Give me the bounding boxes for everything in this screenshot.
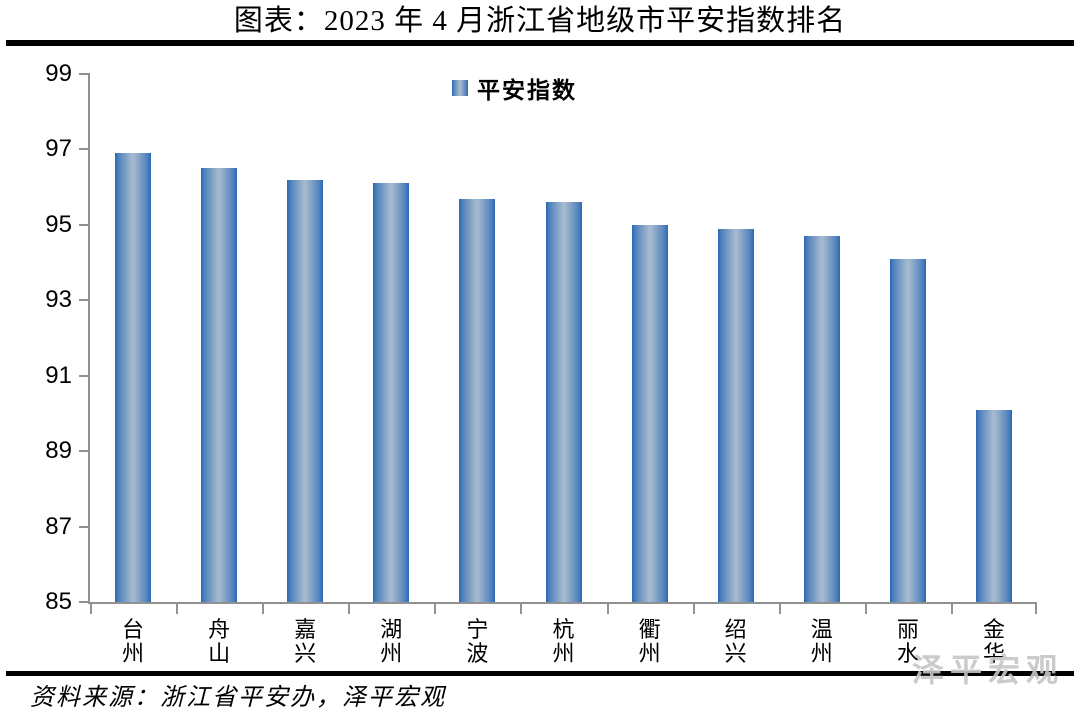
x-axis-label-char: 波 (466, 641, 489, 666)
x-axis-category-label: 嘉兴 (262, 618, 348, 666)
x-axis-category-label: 杭州 (520, 618, 606, 666)
x-axis-label-char: 金 (982, 617, 1005, 642)
x-axis-label-char: 台 (122, 617, 145, 642)
watermark: 泽平宏观 (912, 653, 1065, 687)
x-axis-label-char: 宁 (466, 617, 489, 642)
bar-湖州 (373, 183, 410, 602)
x-axis-label-char: 舟 (208, 617, 231, 642)
x-axis-label-char: 华 (982, 641, 1005, 666)
title-divider-line (6, 40, 1074, 46)
y-axis-tick-mark (79, 223, 90, 226)
y-axis-tick-label: 85 (45, 588, 72, 615)
x-axis-label-char: 州 (552, 641, 575, 666)
x-axis-label-char: 州 (122, 641, 145, 666)
y-axis-tick-mark (79, 601, 90, 603)
y-axis-tick-label: 99 (45, 60, 72, 87)
x-axis-label-char: 绍 (724, 617, 747, 642)
y-axis-tick-mark (79, 148, 90, 151)
x-axis-label-char: 州 (638, 641, 661, 666)
y-axis-tick-mark (79, 299, 90, 302)
x-axis-label-char: 衢 (638, 617, 661, 642)
y-axis-tick-label: 97 (45, 135, 72, 163)
y-axis-tick-label: 89 (45, 437, 72, 465)
legend: 平安指数 (452, 71, 577, 105)
x-axis-label-char: 兴 (294, 641, 317, 666)
chart-title: 图表：2023 年 4 月浙江省地级市平安指数排名 (233, 5, 847, 37)
x-axis-tick-mark (176, 604, 179, 614)
bar-金华 (975, 409, 1012, 602)
y-axis-tick-label: 91 (45, 361, 72, 389)
x-axis-tick-mark (348, 604, 351, 614)
x-axis-tick-mark (434, 604, 437, 614)
y-axis-tick-mark (79, 525, 90, 528)
x-axis-tick-mark (90, 604, 92, 614)
bar-嘉兴 (287, 179, 324, 602)
legend-label: 平安指数 (477, 78, 577, 103)
y-axis-tick-label: 87 (45, 512, 72, 540)
source-note: 资料来源：浙江省平安办，泽平宏观 (30, 685, 446, 711)
y-axis-tick-mark (79, 374, 90, 377)
bar-衢州 (631, 224, 668, 602)
x-axis-category-label: 绍兴 (693, 618, 779, 666)
x-axis-category-label: 丽水 (865, 618, 951, 666)
x-axis-category-label: 舟山 (176, 618, 262, 666)
x-axis-label-char: 山 (208, 641, 231, 666)
x-axis-tick-mark (606, 604, 609, 614)
bar-绍兴 (717, 228, 754, 602)
bar-温州 (803, 236, 840, 602)
x-axis-label-char: 水 (896, 641, 919, 666)
y-axis-tick-label: 95 (45, 210, 72, 238)
bar-丽水 (889, 258, 926, 602)
x-axis-category-label: 宁波 (434, 618, 520, 666)
x-axis-tick-mark (950, 604, 953, 614)
x-axis-label-char: 丽 (896, 617, 919, 642)
y-axis-tick-mark (79, 73, 90, 75)
x-axis-tick-mark (778, 604, 781, 614)
x-axis-label-char: 杭 (552, 617, 575, 642)
x-axis-tick-mark (692, 604, 695, 614)
bar-宁波 (459, 198, 496, 602)
legend-swatch-icon (452, 80, 468, 96)
x-axis-category-label: 衢州 (607, 618, 693, 666)
plot-area: 85 87 89 91 93 95 97 99 台州舟山嘉兴湖州宁波杭州衢州绍兴温州丽水金华 (45, 61, 1037, 666)
x-axis-category-label: 湖州 (348, 618, 434, 666)
footer-divider-line (6, 671, 1074, 676)
bar-杭州 (545, 202, 582, 602)
bar-舟山 (201, 168, 238, 602)
x-axis-category-label: 温州 (779, 618, 865, 666)
x-axis-tick-mark (262, 604, 265, 614)
x-axis-tick-mark (1035, 604, 1037, 614)
x-axis-label-char: 州 (380, 641, 403, 666)
x-axis-category-label: 台州 (90, 618, 176, 666)
y-axis-tick-mark (79, 450, 90, 453)
y-axis-tick-label: 93 (45, 286, 72, 314)
x-axis-label-char: 嘉 (294, 617, 317, 642)
x-axis-label-char: 湖 (380, 617, 403, 642)
x-axis-category-label: 金华 (951, 618, 1037, 666)
x-axis-label-char: 州 (810, 641, 833, 666)
x-axis-tick-mark (864, 604, 867, 614)
x-axis-tick-mark (520, 604, 523, 614)
x-axis-label-char: 兴 (724, 641, 747, 666)
bar-台州 (115, 153, 152, 602)
x-axis-label-char: 温 (810, 617, 833, 642)
